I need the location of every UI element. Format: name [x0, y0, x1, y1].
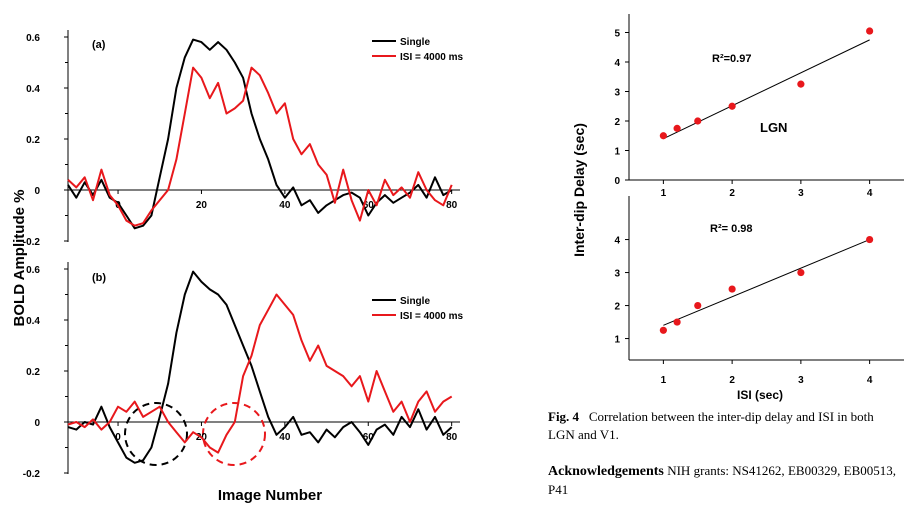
- panel-v1-data-point: [694, 301, 702, 310]
- panel-v1-xtick-label: 3: [798, 375, 804, 386]
- right-ylabel: Inter-dip Delay (sec): [571, 123, 587, 257]
- panel-b-legend-single: Single: [400, 296, 430, 307]
- panel-a-xtick-label: 80: [446, 200, 458, 211]
- panel-a-ytick-label: 0.2: [26, 135, 40, 146]
- panel-a: (a) Single ISI = 4000 ms 0.60.40.20-0.20…: [23, 30, 464, 248]
- panel-b: (b) Single ISI = 4000 ms 0.6 0.4 0.2 0 -0.2 0…: [23, 262, 464, 480]
- panel-lgn-data-point: [673, 124, 681, 132]
- panel-v1-xtick-label: 2: [729, 375, 735, 386]
- panel-v1-data-point: [659, 326, 667, 334]
- panel-b-legend-isi: ISI = 4000 ms: [400, 311, 464, 322]
- panel-a-ytick-label: -0.2: [23, 237, 41, 248]
- panel-a-xtick-label: 40: [279, 200, 291, 211]
- panel-a-xtick-label: 20: [196, 200, 208, 211]
- panel-b-xtick-label: 80: [446, 432, 458, 443]
- panel-v1-ytick-label: 4: [614, 236, 620, 247]
- panel-a-legend-single: Single: [400, 37, 430, 48]
- panel-lgn-xtick-label: 3: [798, 188, 804, 199]
- panel-lgn-xtick-label: 4: [867, 188, 873, 199]
- ack-title: Acknowledgements: [548, 464, 664, 479]
- panel-a-ytick-label: 0.6: [26, 33, 40, 44]
- panel-a-isi-series: [67, 66, 453, 227]
- left-ylabel: BOLD Amplitude %: [11, 190, 28, 327]
- panel-a-xtick-label: 60: [363, 200, 375, 211]
- panel-lgn-data-point: [866, 27, 874, 35]
- right-xlabel: ISI (sec): [737, 388, 783, 402]
- panel-lgn-label: LGN: [760, 120, 787, 135]
- panel-lgn-ytick-label: 0: [614, 176, 620, 187]
- panel-v1-fit-line: [663, 239, 870, 326]
- figure-caption: Fig. 4 Correlation between the inter-dip…: [548, 408, 896, 444]
- panel-lgn-ytick-label: 4: [614, 58, 620, 69]
- panel-v1-ytick-label: 3: [614, 269, 620, 280]
- panel-lgn-xtick-label: 1: [661, 188, 667, 199]
- panel-v1-data-point: [673, 318, 681, 326]
- left-xlabel: Image Number: [218, 487, 322, 504]
- panel-lgn-ytick-label: 5: [614, 29, 620, 40]
- panel-v1-r2: R²= 0.98: [710, 223, 753, 235]
- panel-v1-ytick-label: 1: [614, 335, 620, 346]
- panel-v1-xtick-label: 4: [867, 375, 873, 386]
- panel-lgn-ytick-label: 1: [614, 147, 620, 158]
- panel-b-isi-series: [67, 293, 453, 454]
- panel-v1-data-point: [728, 285, 736, 293]
- panel-b-xtick-label: 40: [279, 432, 291, 443]
- panel-b-label: (b): [92, 272, 106, 284]
- panel-v1-data-point: [797, 268, 805, 277]
- panel-lgn-xtick-label: 2: [729, 188, 735, 199]
- acknowledgements: Acknowledgements NIH grants: NS41262, EB…: [548, 462, 896, 502]
- caption-text: Correlation between the inter-dip delay …: [548, 409, 874, 442]
- panel-b-single-series: [67, 270, 453, 464]
- panel-a-label: (a): [92, 39, 106, 51]
- ack-text: NIH grants: NS41262, EB00329, EB00513, P…: [548, 463, 896, 497]
- panel-v1-xtick-label: 1: [661, 375, 667, 386]
- panel-v1-ytick-label: 2: [614, 302, 620, 313]
- panel-b-ytick-label: 0.4: [26, 316, 40, 327]
- panel-b-xtick-label: 0: [115, 432, 121, 443]
- panel-a-ytick-label: 0.4: [26, 84, 40, 95]
- panel-lgn-ytick-label: 3: [614, 88, 620, 99]
- panel-b-xtick-label: 60: [363, 432, 375, 443]
- panel-a-legend-isi: ISI = 4000 ms: [400, 52, 464, 63]
- caption-fig-label: Fig. 4: [548, 409, 580, 424]
- panel-lgn-data-point: [797, 80, 805, 88]
- panel-v1-data-point: [866, 235, 874, 244]
- panel-lgn-r2: R²=0.97: [712, 53, 751, 65]
- panel-a-single-series: [67, 38, 453, 230]
- panel-lgn-data-point: [659, 132, 667, 140]
- panel-b-ytick-label: 0.2: [26, 367, 40, 378]
- panel-b-ytick-label: -0.2: [23, 469, 41, 480]
- panel-a-ytick-label: 0: [34, 186, 40, 197]
- panel-lgn-data-point: [728, 102, 736, 110]
- red-dip-circle: [202, 402, 266, 466]
- panel-v1: R²= 0.98 4 3 2 1 1 2 3 4: [614, 196, 904, 386]
- panel-lgn: R²=0.97 LGN 5 4 3 2 1 0 1 2 3 4: [614, 14, 904, 199]
- panel-b-ytick-label: 0.6: [26, 265, 40, 276]
- panel-lgn-data-point: [694, 117, 702, 125]
- panel-b-ytick-label: 0: [34, 418, 40, 429]
- panel-lgn-ytick-label: 2: [614, 117, 620, 128]
- black-dip-circle: [124, 402, 188, 466]
